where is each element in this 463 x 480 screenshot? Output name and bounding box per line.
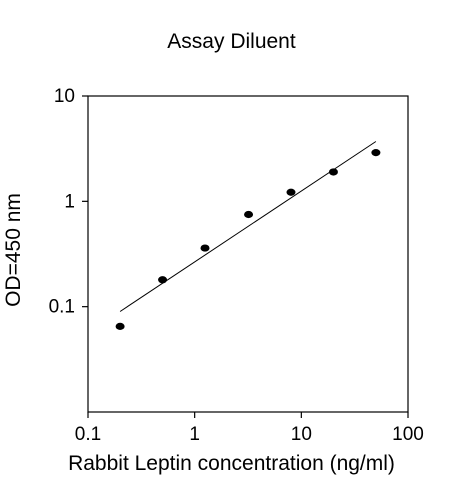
plot-frame	[87, 95, 409, 413]
y-tick-label: 1	[64, 191, 75, 212]
fit-line-group	[119, 141, 377, 312]
x-axis-label: Rabbit Leptin concentration (ng/ml)	[68, 452, 395, 475]
y-tick-label: 10	[54, 86, 75, 107]
data-points	[115, 149, 381, 330]
chart-title: Assay Diluent	[167, 30, 296, 53]
x-tick-label: 1	[189, 424, 200, 445]
data-point	[244, 210, 254, 219]
x-axis-ticks: 0.1 1 10 100	[75, 412, 424, 445]
y-tick-label: 0.1	[49, 297, 75, 318]
plot-border	[87, 95, 409, 413]
x-tick-label: 100	[392, 424, 424, 445]
data-point	[328, 168, 338, 176]
y-axis-label: OD=450 nm	[2, 193, 25, 307]
data-point	[371, 149, 381, 157]
y-axis-ticks: 0.1 1 10	[49, 86, 88, 318]
data-point	[158, 276, 168, 284]
x-tick-label: 10	[291, 424, 312, 445]
data-point	[115, 322, 125, 330]
fit-line	[119, 141, 377, 312]
data-point	[286, 188, 296, 196]
data-point	[200, 244, 210, 252]
x-tick-label: 0.1	[75, 424, 101, 445]
